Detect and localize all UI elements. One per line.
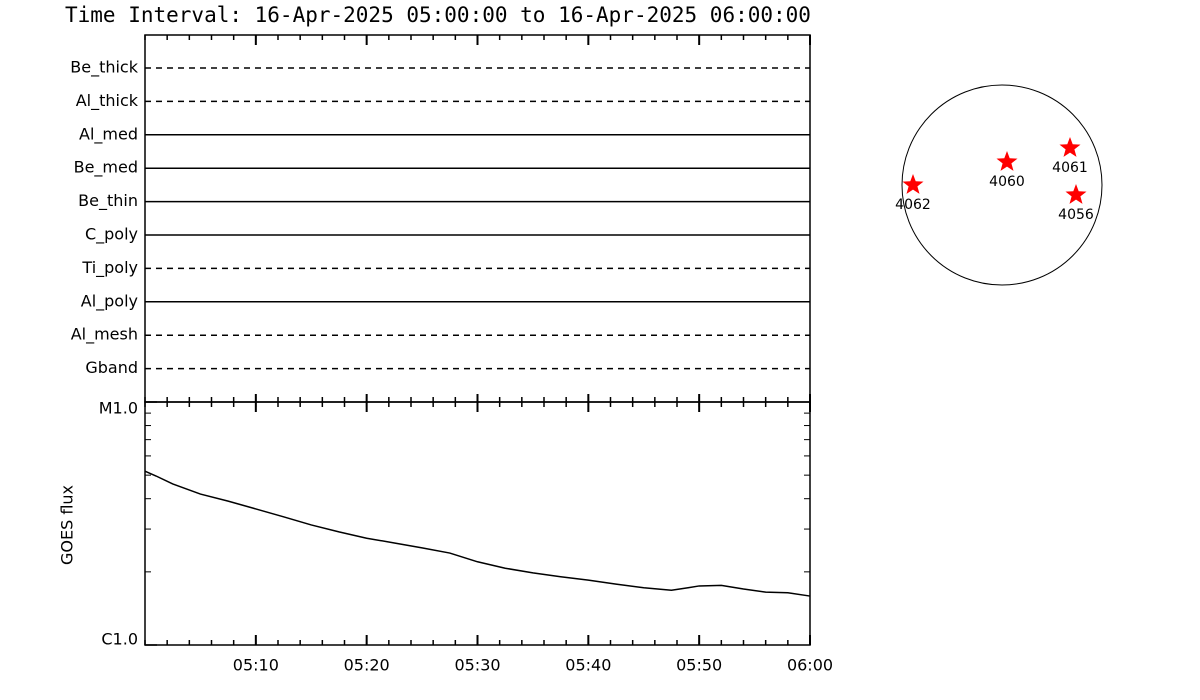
x-tick-label: 05:10 [233, 656, 279, 675]
region-label: 4061 [1052, 160, 1088, 176]
filter-label: Be_med [74, 158, 138, 178]
filter-label: Al_thick [76, 91, 139, 111]
x-tick-label: 05:20 [344, 656, 390, 675]
region-star [1065, 184, 1087, 204]
filter-label: Be_thin [78, 191, 138, 211]
x-tick-label: 05:40 [565, 656, 611, 675]
filter-label: Al_med [79, 124, 138, 144]
x-tick-label: 06:00 [787, 656, 833, 675]
goes-line [144, 470, 811, 597]
filter-label: Al_mesh [71, 325, 138, 345]
filter-label: Al_poly [81, 291, 138, 311]
y-tick-label: M1.0 [99, 399, 138, 418]
filter-label: Gband [85, 358, 138, 377]
region-label: 4060 [989, 174, 1025, 190]
region-star [1059, 137, 1081, 157]
y-tick-label: C1.0 [101, 630, 138, 649]
region-label: 4062 [895, 197, 931, 213]
x-tick-label: 05:30 [454, 656, 500, 675]
title: Time Interval: 16-Apr-2025 05:00:00 to 1… [65, 3, 811, 27]
x-tick-label: 05:50 [676, 656, 722, 675]
filter-label: C_poly [85, 225, 138, 245]
region-star [902, 174, 924, 194]
sun-disk [901, 84, 1103, 286]
filter-label: Be_thick [70, 58, 138, 78]
filter-label: Ti_poly [81, 258, 138, 278]
region-star [996, 151, 1018, 171]
y-axis-label: GOES flux [58, 485, 77, 565]
region-label: 4056 [1058, 207, 1094, 223]
